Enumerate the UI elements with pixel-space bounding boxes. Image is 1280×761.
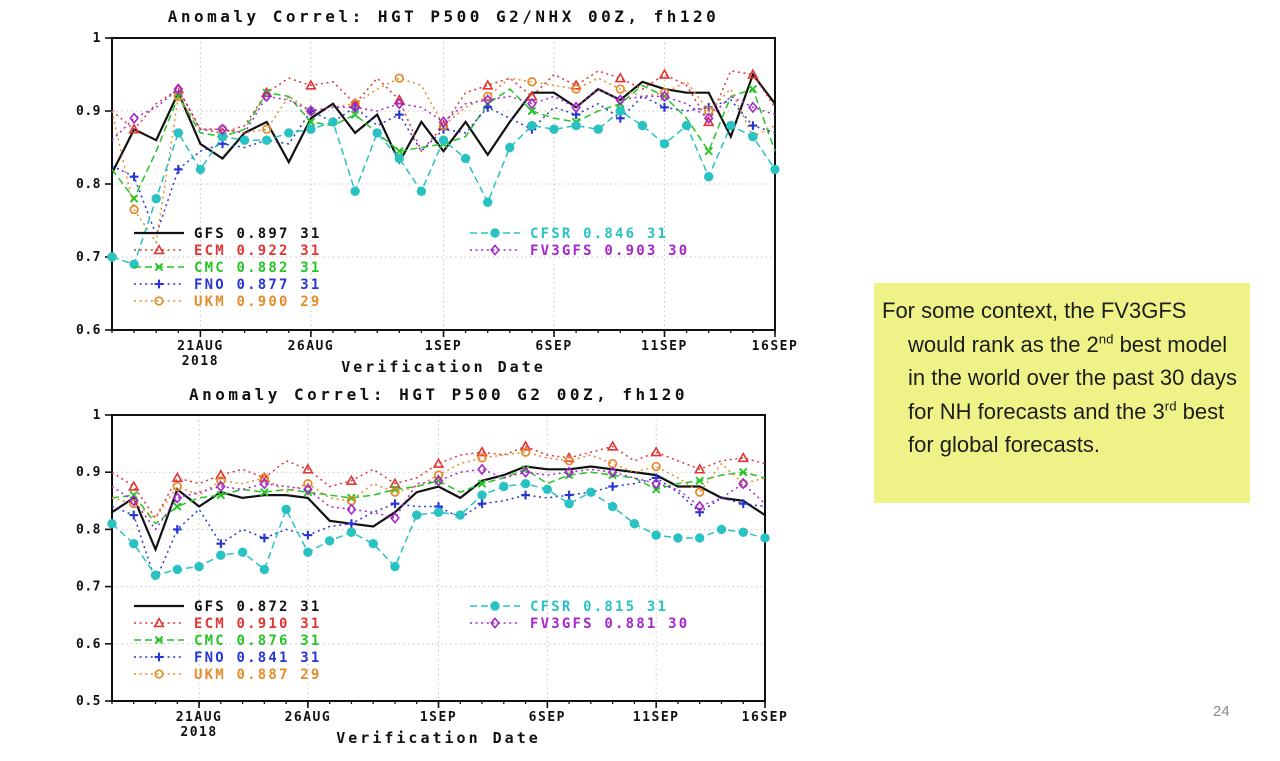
x-tick-label: 11SEP — [641, 339, 688, 354]
x-tick-label: 6SEP — [529, 710, 566, 725]
x-tick-label: 26AUG — [288, 339, 335, 354]
chart-anomaly-correl-global: 21AUG 2018 26AUG 1SEP 6SEP 11SEP 16SEP 0.5 0.6 0.… — [40, 378, 840, 761]
y-tick-label: 0.9 — [76, 465, 101, 480]
legend-entry-cfsr: CFSR 0.815 31 — [530, 599, 668, 615]
x-axis-label: Verification Date — [336, 729, 541, 747]
x-tick-label: 6SEP — [535, 339, 572, 354]
y-tick-label: 0.6 — [76, 637, 101, 652]
note-text-1: For some context, the FV3GFS would rank … — [882, 298, 1187, 357]
y-tick-label: 0.5 — [76, 694, 101, 709]
legend-entry-ukm: UKM 0.900 29 — [194, 294, 322, 310]
x-tick-label: 1SEP — [420, 710, 457, 725]
x-tick-label: 21AUG — [176, 710, 223, 725]
legend-entry-ecm: ECM 0.910 31 — [194, 616, 322, 632]
note-superscript-nd: nd — [1098, 331, 1114, 347]
y-tick-label: 0.6 — [76, 323, 101, 338]
x-axis-label: Verification Date — [341, 358, 546, 376]
note-text-2: best model in the world over the past 30… — [908, 331, 1237, 424]
legend-entry-gfs: GFS 0.872 31 — [194, 599, 322, 615]
x-tick-year: 2018 — [182, 354, 219, 369]
y-tick-label: 1 — [93, 31, 101, 46]
legend-entry-fno: FNO 0.841 31 — [194, 650, 322, 666]
x-tick-label: 26AUG — [285, 710, 332, 725]
chart-title: Anomaly Correl: HGT P500 G2/NHX 00Z, fh1… — [168, 7, 720, 26]
y-tick-label: 0.8 — [76, 522, 101, 537]
legend-entry-cmc: CMC 0.882 31 — [194, 260, 322, 276]
note-text-3: best for global forecasts. — [908, 398, 1225, 458]
legend-entry-fv3gfs: FV3GFS 0.903 30 — [530, 243, 689, 259]
legend-entry-ecm: ECM 0.922 31 — [194, 243, 322, 259]
x-tick-label: 1SEP — [425, 339, 462, 354]
note-superscript-rd: rd — [1164, 398, 1177, 414]
series-line-fv3gfs — [111, 87, 776, 141]
x-tick-label: 11SEP — [633, 710, 680, 725]
y-tick-label: 0.7 — [76, 580, 101, 595]
legend-entry-gfs: GFS 0.897 31 — [194, 226, 322, 242]
legend-entry-ukm: UKM 0.887 29 — [194, 667, 322, 683]
legend-entry-fv3gfs: FV3GFS 0.881 30 — [530, 616, 689, 632]
x-tick-label: 16SEP — [752, 339, 799, 354]
y-tick-label: 0.7 — [76, 250, 101, 265]
legend-entry-cfsr: CFSR 0.846 31 — [530, 226, 668, 242]
legend-entry-fno: FNO 0.877 31 — [194, 277, 322, 293]
x-tick-year: 2018 — [180, 725, 217, 740]
y-tick-label: 0.9 — [76, 104, 101, 119]
y-tick-label: 0.8 — [76, 177, 101, 192]
page-number: 24 — [1213, 703, 1230, 720]
x-tick-label: 16SEP — [742, 710, 789, 725]
y-tick-label: 1 — [93, 408, 101, 423]
x-tick-label: 21AUG — [177, 339, 224, 354]
context-note: For some context, the FV3GFS would rank … — [874, 283, 1250, 503]
chart-anomaly-correl-nhx: 21AUG 2018 26AUG 1SEP 6SEP 11SEP 16SEP 0.6 0.7 0.… — [40, 0, 840, 383]
chart-title: Anomaly Correl: HGT P500 G2 00Z, fh120 — [189, 385, 688, 404]
legend-entry-cmc: CMC 0.876 31 — [194, 633, 322, 649]
